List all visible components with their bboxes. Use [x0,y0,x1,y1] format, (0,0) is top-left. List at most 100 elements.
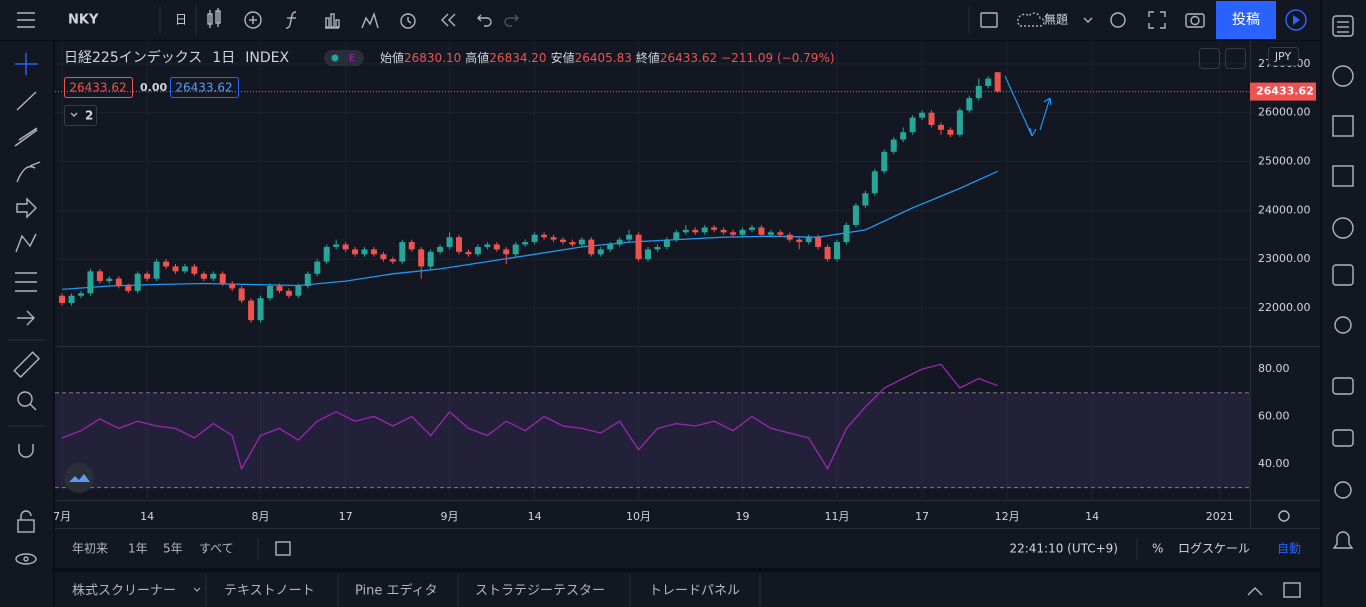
currency[interactable]: JPY [1274,50,1292,63]
x-tick-label: 8月 [252,510,270,523]
tab[interactable]: トレードパネル [649,584,740,599]
pattern-tool[interactable] [15,233,37,253]
symbol[interactable]: NKY [68,13,99,28]
dropdown[interactable] [1083,17,1093,23]
tab-dropdown[interactable] [193,587,201,592]
fullscreen-icon[interactable] [1148,11,1166,29]
alerts-icon[interactable] [1332,65,1354,87]
chat-icon[interactable] [1332,377,1354,395]
goto-date[interactable] [275,541,291,556]
candle-body [465,251,472,255]
menu-icon[interactable] [17,12,35,28]
percent-toggle[interactable]: % [1152,542,1163,556]
zoom-tool[interactable] [17,391,37,411]
currency-badge[interactable] [1268,47,1299,66]
candle-body [834,242,841,260]
interval[interactable]: 日 [175,13,187,27]
legend: 日経225インデックス 1日 INDEX [64,49,289,66]
settings-icon[interactable] [1110,12,1126,28]
range-button[interactable]: 年初来 [72,542,108,556]
news-icon[interactable] [1332,115,1354,137]
y-tick-label: 25000.00 [1258,155,1311,168]
template-icon[interactable] [361,11,379,29]
buy-price[interactable]: 26433.62 [175,81,232,95]
tab[interactable]: テキストノート [224,584,315,599]
compare-icon[interactable] [325,13,340,29]
sell-box[interactable] [64,77,133,98]
candle-body [361,249,368,255]
streams-icon[interactable] [1332,429,1354,447]
fx-icon[interactable] [285,11,297,29]
undo-icon[interactable] [477,14,492,27]
candle-body [484,244,491,247]
range-button[interactable]: 5年 [163,542,183,556]
tab[interactable]: Pine エディタ [355,583,438,599]
line-series [62,170,998,291]
candle-body [607,244,614,250]
auto-toggle[interactable]: 自動 [1277,542,1301,556]
forecast-tool[interactable] [15,272,37,292]
candle-body [956,110,963,135]
left-toolbar [0,41,53,607]
maximize-panel[interactable] [1283,582,1301,598]
chart-type-icon[interactable] [207,8,221,28]
legend-exchange: INDEX [245,50,289,66]
data-icon[interactable] [1332,165,1354,187]
candle-body [852,205,859,225]
candle-body [900,132,907,140]
hotlist-icon[interactable] [1332,217,1354,239]
scroll-button[interactable] [1199,48,1220,69]
arrow-tool[interactable] [16,197,37,219]
play-button[interactable] [1285,9,1307,31]
lock-tool[interactable] [17,510,35,533]
log-toggle[interactable]: ログスケール [1178,542,1250,556]
sell-price[interactable]: 26433.62 [69,81,126,95]
publish-button[interactable] [1216,1,1276,39]
range-button[interactable]: すべて [199,542,234,556]
candle-body [919,112,926,118]
notifications-icon[interactable] [1332,531,1354,549]
candle-body [229,283,236,289]
collapse-panel[interactable] [1247,587,1263,596]
rsi-tick-label: 80.00 [1258,362,1290,375]
replay-icon[interactable] [441,13,456,27]
indicator-icon[interactable] [244,11,262,29]
watchlist-icon[interactable] [1332,15,1354,37]
buy-box[interactable] [170,77,239,98]
publish-label[interactable]: 投稿 [1232,12,1260,28]
candle-body [68,295,75,304]
last-price-tag [1250,82,1316,101]
alert-icon[interactable] [400,13,416,29]
trendline-tool[interactable] [16,91,37,111]
axis-settings[interactable] [1278,510,1290,522]
calendar-icon[interactable] [1332,264,1354,286]
ruler-tool[interactable] [13,351,41,379]
collapse-button[interactable] [64,105,97,126]
candle-body [777,232,784,235]
magnet-tool[interactable] [18,444,34,458]
range-button[interactable]: 1年 [128,542,148,556]
candle-body [748,227,755,230]
reset-button[interactable] [1225,48,1246,69]
tab[interactable]: ストラテジーテスター [475,584,605,599]
candle-body [474,246,481,255]
fib-tool[interactable] [14,127,38,147]
broadcast-icon[interactable] [1334,481,1352,499]
ideas-icon[interactable] [1334,316,1352,334]
brush-tool[interactable] [16,161,41,183]
icon-tool[interactable] [17,310,35,326]
snapshot-icon[interactable] [1185,13,1205,28]
visibility-tool[interactable] [15,553,37,565]
tab[interactable]: 株式スクリーナー [72,584,176,599]
candle-body [87,271,94,294]
candle-body [881,151,888,172]
layout-name[interactable]: 無題 [1044,12,1068,27]
crosshair-tool[interactable] [15,53,38,75]
candle-body [720,229,727,233]
low-label: 安値 [551,50,575,65]
candle-body [739,229,746,235]
candle-body [947,129,954,135]
y-tick-label: 23000.00 [1258,252,1311,265]
layout-icon[interactable] [980,12,998,28]
